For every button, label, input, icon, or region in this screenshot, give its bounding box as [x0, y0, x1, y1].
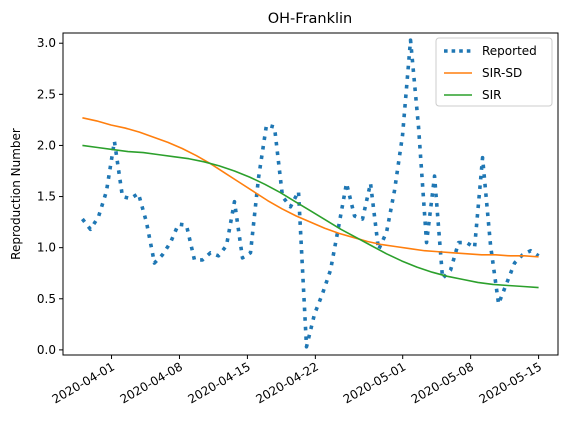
x-tick-label: 2020-04-15	[186, 359, 253, 406]
x-tick-label: 2020-04-01	[50, 359, 117, 406]
legend-label-sir-sd: SIR-SD	[482, 66, 522, 80]
y-tick-label: 2.5	[37, 87, 56, 101]
y-tick-label: 0.0	[37, 343, 56, 357]
y-tick-label: 0.5	[37, 292, 56, 306]
y-axis-label: Reproduction Number	[9, 128, 23, 260]
series-line-sir	[82, 144, 539, 289]
legend-label-reported: Reported	[482, 44, 537, 58]
x-tick-label: 2020-05-15	[477, 359, 544, 406]
y-axis: 0.0 0.5 1.0 1.5 2.0 2.5 3.0	[37, 36, 63, 357]
series-line-sir-sd	[82, 117, 539, 258]
series-layer	[80, 38, 540, 349]
x-axis: 2020-04-01 2020-04-08 2020-04-15 2020-04-22…	[50, 355, 544, 406]
x-tick-label: 2020-05-01	[341, 359, 408, 406]
y-tick-label: 3.0	[37, 36, 56, 50]
x-tick-label: 2020-05-08	[409, 359, 476, 406]
y-tick-label: 1.5	[37, 190, 56, 204]
chart-title: OH-Franklin	[268, 11, 353, 27]
x-tick-label: 2020-04-22	[253, 359, 320, 406]
plot-area	[62, 32, 559, 356]
plot-frame	[62, 32, 559, 356]
legend-box	[435, 37, 553, 107]
legend: Reported SIR-SD SIR	[435, 37, 553, 107]
y-tick-label: 2.0	[37, 138, 56, 152]
legend-label-sir: SIR	[482, 88, 502, 102]
x-tick-label: 2020-04-08	[118, 359, 185, 406]
y-tick-label: 1.0	[37, 241, 56, 255]
